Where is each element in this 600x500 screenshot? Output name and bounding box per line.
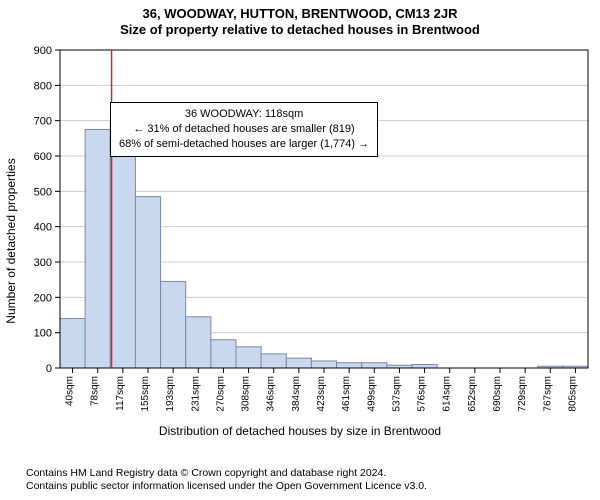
x-tick-label: 155sqm xyxy=(140,376,151,412)
x-axis-label: Distribution of detached houses by size … xyxy=(0,424,600,438)
x-tick-label: 537sqm xyxy=(391,376,402,412)
svg-text:700: 700 xyxy=(34,116,52,128)
title-line-1: 36, WOODWAY, HUTTON, BRENTWOOD, CM13 2JR xyxy=(0,6,600,22)
y-axis-label: Number of detached properties xyxy=(4,158,18,323)
annotation-callout: 36 WOODWAY: 118sqm← 31% of detached hous… xyxy=(110,102,378,157)
x-tick-label: 690sqm xyxy=(492,376,503,412)
x-tick-label: 499sqm xyxy=(366,376,377,412)
svg-text:0: 0 xyxy=(46,363,52,375)
x-tick-label: 576sqm xyxy=(417,376,428,412)
histogram-bar xyxy=(211,340,236,368)
histogram-bar xyxy=(236,347,261,368)
histogram-bar xyxy=(412,364,437,368)
svg-text:800: 800 xyxy=(34,80,52,92)
chart-area: Number of detached properties 0 100 200 300… xyxy=(0,42,600,440)
svg-text:200: 200 xyxy=(34,292,52,304)
svg-text:500: 500 xyxy=(34,186,52,198)
histogram-bar xyxy=(261,354,286,368)
histogram-bar xyxy=(186,317,211,368)
x-tick-label: 346sqm xyxy=(266,376,277,412)
annotation-line: 36 WOODWAY: 118sqm xyxy=(119,107,369,122)
annotation-line: ← 31% of detached houses are smaller (81… xyxy=(119,122,369,137)
x-tick-label: 40sqm xyxy=(65,376,76,406)
histogram-bar xyxy=(135,197,160,368)
histogram-bar xyxy=(161,281,186,368)
chart-title-block: 36, WOODWAY, HUTTON, BRENTWOOD, CM13 2JR… xyxy=(0,0,600,39)
x-tick-label: 767sqm xyxy=(542,376,553,412)
svg-text:300: 300 xyxy=(34,257,52,269)
x-tick-label: 193sqm xyxy=(165,376,176,412)
histogram-bar xyxy=(311,361,336,368)
x-tick-label: 308sqm xyxy=(241,376,252,412)
svg-text:100: 100 xyxy=(34,328,52,340)
histogram-bar xyxy=(337,363,362,368)
x-tick-label: 270sqm xyxy=(215,376,226,412)
svg-text:600: 600 xyxy=(34,151,52,163)
x-tick-label: 614sqm xyxy=(442,376,453,412)
histogram-bar xyxy=(286,358,311,368)
title-line-2: Size of property relative to detached ho… xyxy=(0,22,600,38)
x-tick-label: 805sqm xyxy=(567,376,578,412)
svg-text:400: 400 xyxy=(34,222,52,234)
x-tick-label: 423sqm xyxy=(316,376,327,412)
histogram-bar xyxy=(60,319,85,368)
attribution-footer: Contains HM Land Registry data © Crown c… xyxy=(26,467,427,494)
x-tick-label: 231sqm xyxy=(190,376,201,412)
x-tick-label: 461sqm xyxy=(341,376,352,412)
histogram-bar xyxy=(85,130,110,369)
x-tick-label: 729sqm xyxy=(517,376,528,412)
annotation-line: 68% of semi-detached houses are larger (… xyxy=(119,137,369,152)
x-tick-label: 117sqm xyxy=(115,376,126,411)
footer-line-2: Contains public sector information licen… xyxy=(26,480,427,494)
x-tick-label: 78sqm xyxy=(90,376,101,406)
x-tick-label: 384sqm xyxy=(291,376,302,412)
x-tick-label: 652sqm xyxy=(467,376,478,412)
svg-text:900: 900 xyxy=(34,45,52,57)
footer-line-1: Contains HM Land Registry data © Crown c… xyxy=(26,467,427,481)
histogram-bar xyxy=(362,363,387,368)
